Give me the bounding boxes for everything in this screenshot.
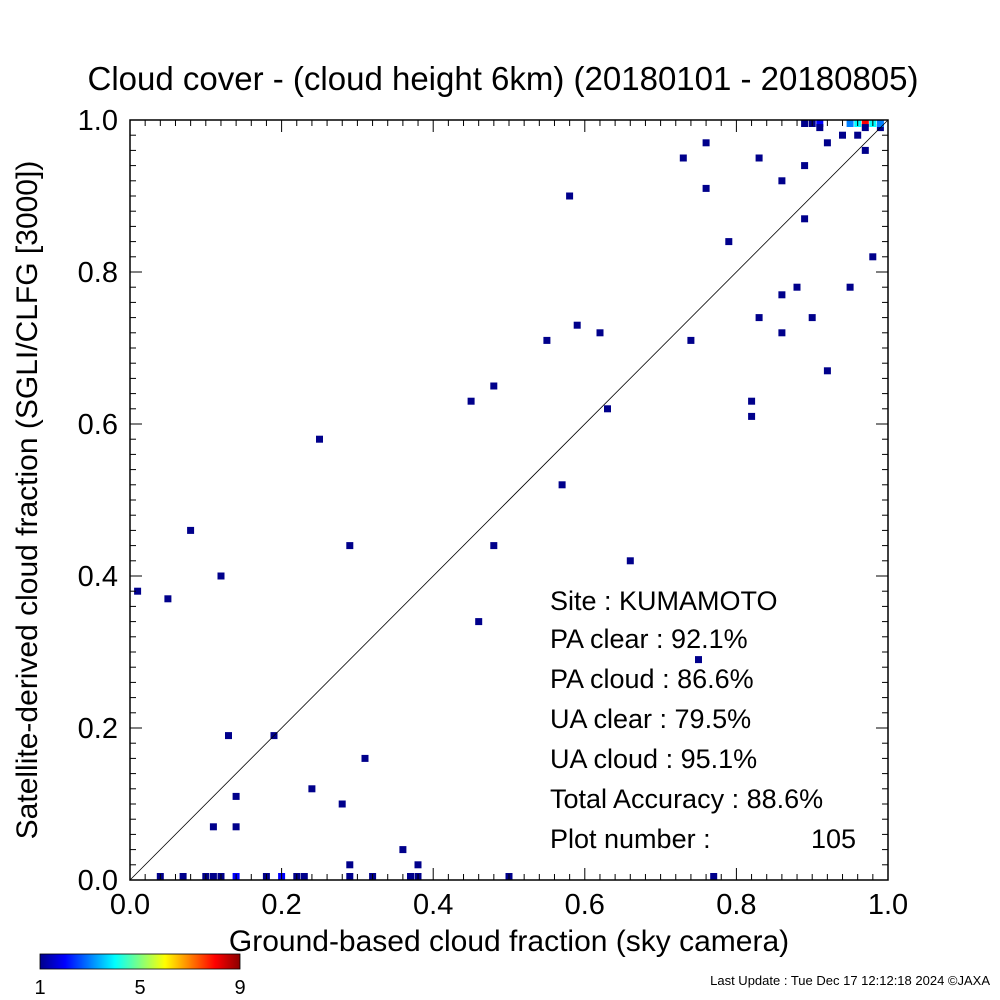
data-point [187,526,195,534]
colorbar-label-min: 1 [34,977,45,999]
data-point [300,873,308,880]
data-point [399,846,407,854]
stats-ua-cloud: UA cloud : 95.1% [550,744,757,774]
data-point [861,146,869,154]
data-point [801,162,809,170]
data-point [232,792,240,800]
data-point [209,823,217,831]
data-point [710,873,718,880]
x-tick-label: 0.6 [565,889,605,921]
data-point [702,184,710,192]
data-point [361,754,369,762]
data-point [755,314,763,322]
y-axis-label: Satellite-derived cloud fraction (SGLI/C… [11,161,44,840]
data-point [869,253,877,261]
colorbar-label-mid: 5 [134,977,145,999]
data-point [338,800,346,808]
stats-plot-number-label: Plot number : [550,824,711,854]
data-point [346,861,354,869]
data-point [346,873,354,880]
data-point [543,336,551,344]
data-point [164,595,172,603]
data-point [217,572,225,580]
data-point [346,542,354,550]
y-tick-label: 0.0 [78,865,118,897]
y-tick-label: 0.8 [78,257,118,289]
data-point [725,238,733,246]
colorbar-label-max: 9 [234,977,245,999]
stats-pa-cloud: PA cloud : 86.6% [550,664,754,694]
x-tick-label: 0.4 [413,889,453,921]
one-to-one-line [129,119,889,881]
data-point [793,283,801,291]
data-point [490,382,498,390]
data-point [695,656,702,664]
y-tick-label: 0.2 [78,713,118,745]
x-tick-label: 1.0 [868,889,908,921]
data-point [490,542,498,550]
data-point [846,120,854,127]
data-point [755,154,763,162]
data-point [475,618,483,626]
x-tick-label: 0.8 [716,889,756,921]
y-tick-label: 0.4 [78,561,118,593]
colorbar-gradient [39,953,241,970]
data-point [308,785,316,793]
y-tick-label: 0.6 [78,409,118,441]
data-point [823,139,831,147]
stats-total-accuracy: Total Accuracy : 88.6% [550,784,823,814]
stats-site: Site : KUMAMOTO [550,586,778,616]
data-point [778,177,786,185]
stats-plot-number-value: 105 [811,824,856,854]
data-point [414,861,422,869]
data-point [778,329,786,337]
data-point [823,367,831,375]
data-point [687,336,695,344]
data-point [573,321,581,329]
data-point [225,732,232,740]
data-point [748,412,756,420]
stats-ua-clear: UA clear : 79.5% [550,704,751,734]
data-point [748,397,756,405]
data-point [467,397,475,405]
data-point [876,120,884,127]
data-point [854,131,862,139]
stats-pa-clear: PA clear : 92.1% [550,624,748,654]
data-point [407,873,414,880]
data-point [679,154,687,162]
data-point [808,314,816,322]
x-tick-label: 0.0 [110,889,150,921]
data-point [316,435,323,443]
x-axis-label: Ground-based cloud fraction (sky camera) [229,925,789,958]
data-point [816,120,824,127]
x-tick-label: 0.2 [261,889,301,921]
data-point [861,124,869,132]
data-point [626,557,634,565]
data-point [596,329,604,337]
data-point [839,131,846,139]
data-point [134,587,142,595]
data-point [778,291,786,299]
data-point [861,120,869,127]
data-point [232,823,240,831]
chart-title: Cloud cover - (cloud height 6km) (201801… [88,60,919,97]
data-point [816,124,824,132]
data-point [846,283,854,291]
data-point [558,481,566,489]
data-point [566,192,574,200]
axis-ticks: 0.0 0.2 0.4 0.6 0.8 1.0 0.0 0.2 0.4 0.6 0.8 1.0 [78,105,908,921]
data-point [702,139,710,147]
stats-panel: Site : KUMAMOTO PA clear : 92.1% PA clou… [550,586,856,854]
data-point [179,873,187,880]
data-point [209,873,217,880]
y-tick-label: 1.0 [78,105,118,137]
colorbar: 1 5 9 [34,953,246,999]
data-point [801,120,809,127]
last-update-text: Last Update : Tue Dec 17 12:12:18 2024 ©… [710,973,990,988]
data-point [801,215,809,223]
data-point [604,405,611,413]
